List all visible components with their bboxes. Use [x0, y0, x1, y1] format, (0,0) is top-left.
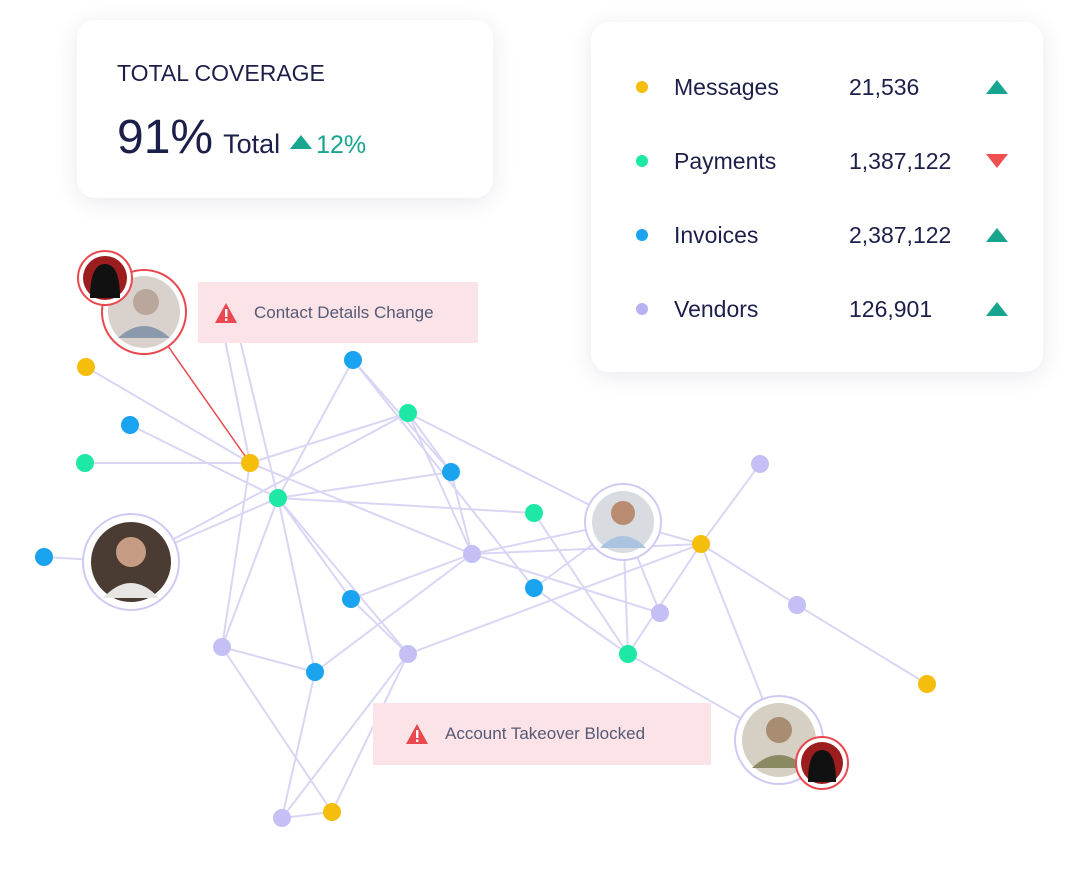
legend-name: Payments	[674, 148, 777, 174]
warning-icon	[406, 724, 428, 744]
trend-arrow	[986, 302, 1008, 316]
alert: Account Takeover Blocked	[373, 703, 711, 765]
legend-name: Invoices	[674, 222, 759, 248]
coverage-label: Total	[223, 129, 281, 159]
coverage-value: 91%	[117, 111, 214, 164]
legend-dot	[636, 229, 648, 241]
arrow-shape	[986, 154, 1008, 168]
legend-dot	[636, 155, 648, 167]
legend-row: Invoices 2,387,122	[591, 214, 1041, 254]
coverage-title: TOTAL COVERAGE	[117, 60, 325, 86]
alert: Contact Details Change	[198, 282, 478, 343]
legend-dot	[636, 303, 648, 315]
legend-value: 21,536	[849, 74, 920, 100]
legend-dot	[636, 81, 648, 93]
coverage-line: 91% Total 12%	[117, 110, 366, 165]
alert-text: Account Takeover Blocked	[445, 724, 646, 743]
arrow-shape	[986, 80, 1008, 94]
legend-value: 126,901	[849, 296, 933, 322]
legend-value: 2,387,122	[849, 222, 952, 248]
legend-value: 1,387,122	[849, 148, 952, 174]
trend-arrow	[986, 154, 1008, 168]
legend-name: Messages	[674, 74, 779, 100]
arrow-shape	[986, 228, 1008, 242]
legend-card: Messages 21,536 Payments 1,387,122 Invoices 2…	[591, 22, 1043, 372]
trend-arrow	[986, 228, 1008, 242]
trend-arrow	[290, 135, 313, 149]
coverage-change: 12%	[316, 131, 367, 159]
arrow-shape	[290, 135, 313, 149]
alert-text: Contact Details Change	[254, 302, 434, 322]
warning-icon	[215, 302, 237, 323]
nodes	[35, 351, 936, 827]
trend-arrow	[986, 80, 1008, 94]
avatars	[77, 250, 849, 790]
arrow-shape	[986, 302, 1008, 316]
legend-name: Vendors	[674, 296, 759, 322]
legend-row: Messages 21,536	[591, 66, 1041, 106]
legend-row: Payments 1,387,122	[591, 140, 1041, 180]
legend-row: Vendors 126,901	[591, 288, 1041, 328]
coverage-card: TOTAL COVERAGE 91% Total 12%	[77, 20, 493, 198]
